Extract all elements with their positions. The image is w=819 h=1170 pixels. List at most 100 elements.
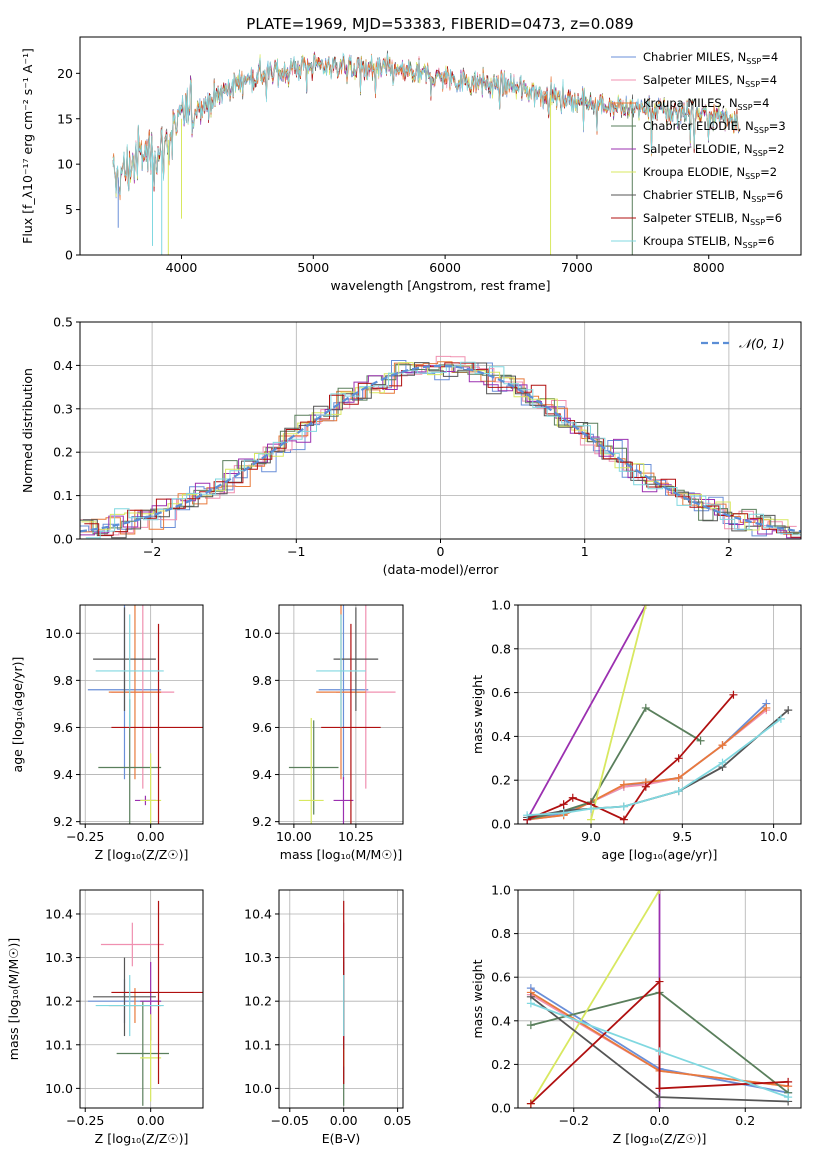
- spectrum-plot-area: [112, 50, 739, 255]
- residuals-histogram-series: [85, 361, 801, 539]
- mass-vs-Z-xlabel: Z [log₁₀(Z/Z☉)]: [95, 1131, 189, 1146]
- spectrum-series-line: [112, 52, 739, 196]
- mass-vs-Z-ytick-label: 10.4: [45, 906, 73, 921]
- residuals-xtick-label: 2: [725, 544, 733, 559]
- mass-weight-vs-age-series-marker: [729, 690, 738, 699]
- mass-vs-Z-panel: −0.25 0.00 10.0 10.1 10.2 10.3 10.4 Z [log₁₀(Z/…: [6, 889, 204, 1146]
- mass-vs-EBV-panel: −0.05 0.00 0.05 10.0 10.1 10.2 10.3 10.4 E(B-V): [244, 889, 412, 1146]
- mass-weight-vs-Z-ytick-label: 0.0: [491, 1101, 511, 1116]
- residuals-histogram-series: [82, 362, 801, 539]
- mass-weight-vs-age-ytick-label: 0.6: [491, 685, 511, 700]
- age-vs-mass-xtick-label: 10.25: [338, 829, 374, 844]
- mass-weight-vs-age-xtick-label: 10.0: [760, 829, 788, 844]
- mass-weight-vs-Z-xtick-label: 0.2: [735, 1113, 755, 1128]
- age-vs-mass-ytick-label: 9.6: [252, 720, 272, 735]
- mass-vs-EBV-xtick-label: 0.05: [384, 1113, 412, 1128]
- age-vs-mass-ytick-label: 9.4: [252, 767, 272, 782]
- mass-weight-vs-Z-ytick-label: 1.0: [491, 883, 511, 898]
- mass-weight-vs-age-series-marker: [674, 754, 683, 763]
- mass-weight-vs-Z-ytick-label: 0.6: [491, 970, 511, 985]
- spectrum-legend-label: Kroupa STELIB, NSSP=6: [643, 234, 774, 250]
- spectrum-xtick-label: 8000: [693, 260, 725, 275]
- age-vs-Z-ytick-label: 9.6: [53, 720, 73, 735]
- mass-weight-vs-age-series-marker: [568, 793, 577, 802]
- age-vs-Z-ytick-label: 9.2: [53, 814, 73, 829]
- residuals-xlabel: (data-model)/error: [383, 562, 500, 577]
- mass-weight-vs-Z-series-marker: [655, 890, 664, 894]
- mass-weight-vs-age-series-line: [526, 702, 767, 821]
- residuals-ytick-label: 0.0: [53, 532, 73, 547]
- mass-weight-vs-age-series-marker: [762, 703, 771, 712]
- spectrum-ytick-label: 15: [57, 111, 73, 126]
- mass-weight-vs-Z-ytick-label: 0.2: [491, 1057, 511, 1072]
- mass-weight-vs-Z-series-marker: [655, 1104, 664, 1108]
- age-vs-mass-plot-area: [288, 605, 396, 824]
- mass-vs-EBV-ytick-label: 10.0: [244, 1081, 272, 1096]
- age-vs-Z-ytick-label: 9.4: [53, 767, 73, 782]
- mass-weight-vs-Z-series-marker: [655, 1084, 664, 1093]
- mass-weight-vs-age-series-marker: [718, 758, 727, 767]
- mass-vs-Z-frame: [79, 889, 204, 1109]
- spectrum-xtick-label: 5000: [297, 260, 329, 275]
- mass-vs-EBV-ytick-label: 10.4: [244, 906, 272, 921]
- age-vs-Z-frame: [79, 604, 204, 825]
- age-vs-mass-ytick-label: 9.8: [252, 673, 272, 688]
- spectrum-legend-label: Kroupa MILES, NSSP=4: [643, 96, 769, 112]
- mass-vs-EBV-xtick-label: −0.05: [271, 1113, 309, 1128]
- mass-weight-vs-age-ytick-label: 0.8: [491, 641, 511, 656]
- residuals-xtick-label: −1: [287, 544, 305, 559]
- mass-weight-vs-Z-ytick-label: 0.8: [491, 926, 511, 941]
- age-vs-Z-ytick-label: 10.0: [45, 626, 73, 641]
- mass-weight-vs-age-ytick-label: 0.0: [491, 817, 511, 832]
- mass-weight-vs-age-series-marker: [641, 605, 650, 609]
- residuals-ytick-label: 0.1: [53, 488, 73, 503]
- age-vs-Z-panel: −0.25 0.00 9.2 9.4 9.6 9.8 10.0 Z [log₁₀(Z/Z☉)]…: [10, 604, 204, 862]
- residuals-ytick-label: 0.3: [53, 401, 73, 416]
- mass-weight-vs-Z-series-line: [530, 890, 661, 1105]
- residuals-xtick-label: 0: [437, 544, 445, 559]
- age-vs-mass-ytick-label: 9.2: [252, 814, 272, 829]
- spectrum-ylabel: Flux [f_λ10⁻¹⁷ erg cm⁻² s⁻¹ A⁻¹]: [20, 48, 35, 244]
- mass-weight-vs-age-frame: [517, 604, 802, 825]
- mass-vs-EBV-ytick-label: 10.2: [244, 994, 272, 1009]
- mass-vs-Z-ytick-label: 10.0: [45, 1081, 73, 1096]
- mass-weight-vs-age-series-marker: [523, 811, 532, 820]
- age-vs-Z-xlabel: Z [log₁₀(Z/Z☉)]: [95, 847, 189, 862]
- mass-weight-vs-Z-series-marker: [655, 1047, 664, 1056]
- mass-weight-vs-age-series-line: [590, 605, 647, 820]
- mass-vs-Z-xtick-label: 0.00: [137, 1113, 165, 1128]
- spectrum-legend-label: Chabrier MILES, NSSP=4: [643, 50, 778, 66]
- mass-weight-vs-Z-ylabel: mass weight: [470, 959, 485, 1038]
- mass-weight-vs-Z-series-marker: [526, 1099, 535, 1108]
- age-vs-Z-ytick-label: 9.8: [53, 673, 73, 688]
- mass-weight-vs-age-xtick-label: 9.0: [581, 829, 601, 844]
- spectrum-xtick-label: 7000: [561, 260, 593, 275]
- spectrum-legend-label: Kroupa ELODIE, NSSP=2: [643, 165, 777, 181]
- spectrum-ytick-label: 10: [57, 157, 73, 172]
- spectrum-xtick-label: 6000: [429, 260, 461, 275]
- figure-title: PLATE=1969, MJD=53383, FIBERID=0473, z=0…: [246, 15, 633, 33]
- mass-weight-vs-Z-ytick-label: 0.4: [491, 1013, 511, 1028]
- mass-weight-vs-Z-plot-area: [526, 890, 793, 1108]
- mass-vs-Z-ytick-label: 10.1: [45, 1037, 73, 1052]
- mass-vs-EBV-frame: [278, 889, 404, 1109]
- mass-weight-vs-age-panel: 9.0 9.5 10.0 0.0 0.2 0.4 0.6 0.8 1.0 age [log₁₀(a…: [470, 598, 802, 862]
- mass-weight-vs-age-ytick-label: 0.2: [491, 773, 511, 788]
- mass-weight-vs-age-series-marker: [619, 802, 628, 811]
- residuals-histogram-series: [80, 360, 796, 537]
- mass-weight-vs-age-series-line: [526, 694, 735, 821]
- mass-weight-vs-age-plot-area: [523, 605, 793, 824]
- mass-weight-vs-Z-series-marker: [784, 1077, 793, 1086]
- mass-weight-vs-age-series-marker: [674, 787, 683, 796]
- mass-vs-Z-ylabel: mass [log₁₀(M/M☉)]: [6, 938, 21, 1060]
- mass-vs-Z-xtick-label: −0.25: [66, 1113, 104, 1128]
- mass-weight-vs-age-series-marker: [619, 780, 628, 789]
- mass-weight-vs-age-xlabel: age [log₁₀(age/yr)]: [602, 847, 718, 862]
- residuals-xtick-label: −2: [143, 544, 161, 559]
- mass-weight-vs-Z-series-marker: [526, 999, 535, 1008]
- mass-weight-vs-age-ytick-label: 0.4: [491, 729, 511, 744]
- residuals-plot-area: [80, 355, 801, 539]
- spectrum-legend-label: Salpeter STELIB, NSSP=6: [643, 211, 782, 227]
